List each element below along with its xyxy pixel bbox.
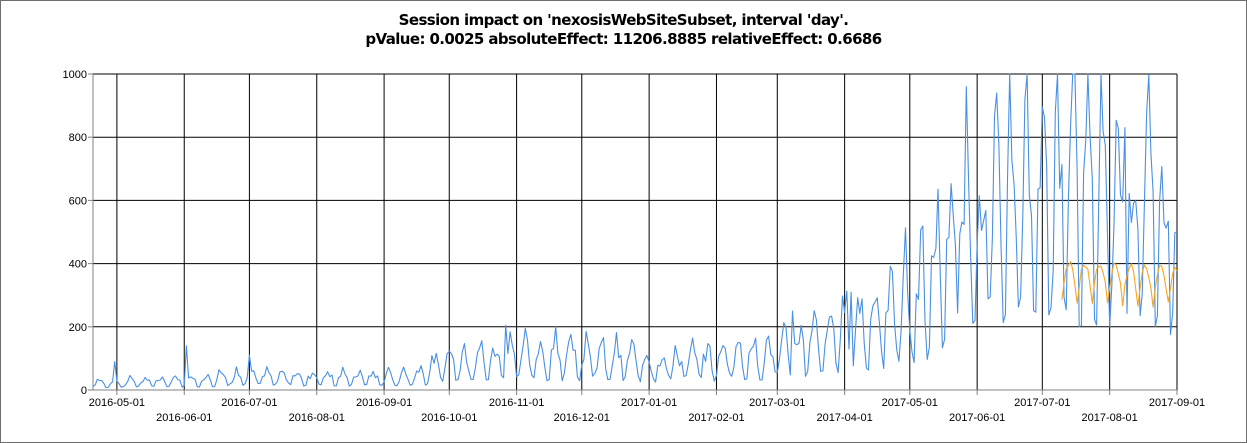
y-tick-label: 0 (81, 385, 87, 397)
x-axis-ticks: 2016-05-01 2016-06-01 2016-07-01 2016-08-01… (89, 390, 1205, 424)
x-tick-label: 2017-06-01 (949, 412, 1005, 424)
x-tick-label: 2016-12-01 (554, 412, 610, 424)
x-tick-label: 2016-09-01 (356, 397, 412, 409)
y-tick-label: 200 (69, 322, 87, 334)
x-tick-label: 2017-04-01 (816, 412, 872, 424)
x-tick-label: 2016-07-01 (221, 397, 277, 409)
x-tick-label: 2016-10-01 (421, 412, 477, 424)
series-lines (92, 73, 1178, 389)
x-tick-label: 2017-05-01 (882, 397, 938, 409)
x-tick-label: 2016-06-01 (156, 412, 212, 424)
x-tick-label: 2017-01-01 (621, 397, 677, 409)
y-tick-label: 600 (69, 195, 87, 207)
chart-title: Session impact on 'nexosisWebSiteSubset,… (398, 11, 849, 29)
x-tick-label: 2016-11-01 (489, 397, 544, 409)
x-tick-label: 2017-07-01 (1014, 397, 1070, 409)
x-tick-label: 2016-08-01 (289, 412, 345, 424)
y-tick-label: 800 (69, 132, 87, 144)
predicted-series-line (1061, 260, 1178, 308)
y-axis-ticks: 0 200 400 600 800 1000 (63, 69, 93, 397)
x-tick-label: 2017-08-01 (1082, 412, 1138, 424)
actual-series-line (92, 73, 1178, 389)
x-tick-label: 2017-03-01 (749, 397, 805, 409)
y-tick-label: 1000 (63, 69, 87, 81)
x-tick-label: 2017-09-01 (1149, 397, 1205, 409)
chart-subtitle: pValue: 0.0025 absoluteEffect: 11206.888… (365, 30, 882, 48)
x-tick-label: 2016-05-01 (89, 397, 145, 409)
gridlines (93, 73, 1178, 390)
x-tick-label: 2017-02-01 (688, 412, 744, 424)
y-tick-label: 400 (69, 259, 87, 271)
